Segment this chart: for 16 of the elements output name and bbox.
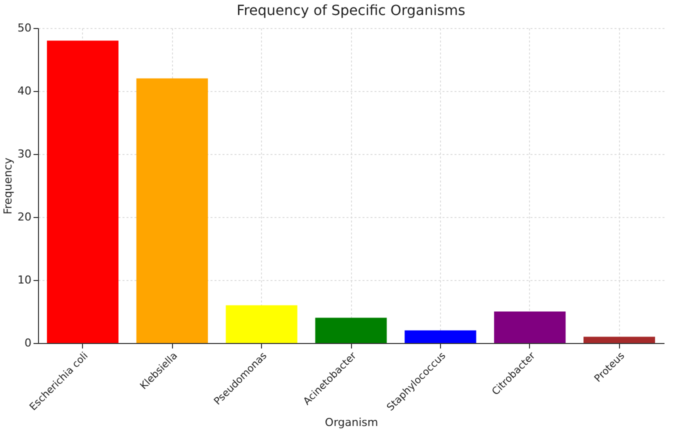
bar bbox=[46, 40, 118, 343]
y-tick-label: 0 bbox=[24, 336, 32, 350]
y-tick-label: 50 bbox=[18, 22, 32, 34]
bar bbox=[136, 78, 208, 343]
bar bbox=[315, 318, 387, 343]
y-axis-title: Frequency bbox=[2, 157, 15, 214]
y-tick-label: 20 bbox=[18, 210, 32, 224]
y-tick-label: 10 bbox=[18, 274, 32, 286]
bar bbox=[494, 312, 566, 343]
y-tick-label: 30 bbox=[18, 148, 32, 160]
chart-title: Frequency of Specific Organisms bbox=[236, 3, 466, 19]
bar bbox=[404, 330, 476, 343]
y-tick-label: 40 bbox=[18, 84, 32, 98]
bar bbox=[226, 305, 298, 343]
x-axis-title: Organism bbox=[324, 416, 378, 429]
bar bbox=[584, 336, 656, 343]
